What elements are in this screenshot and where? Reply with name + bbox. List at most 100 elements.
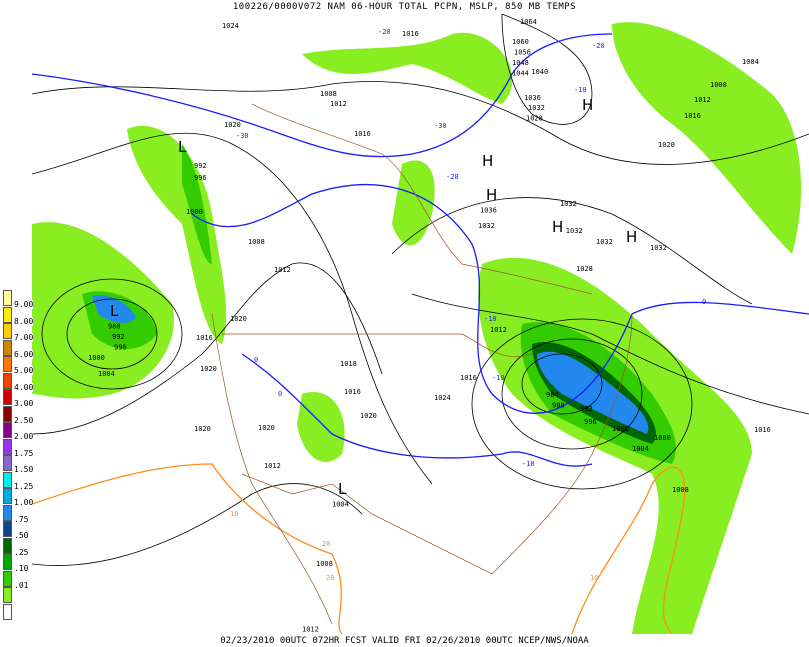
isobar-label: 1004	[332, 501, 349, 509]
legend-label: 3.00	[14, 399, 34, 408]
legend-swatch	[3, 422, 12, 438]
legend-row: 3.00	[3, 389, 43, 408]
temperature-label: -20	[378, 28, 391, 36]
legend-swatch	[3, 570, 12, 587]
isobar-label: 1008	[710, 81, 727, 89]
isobar-label: 1036	[524, 94, 541, 102]
political-borders	[211, 103, 633, 625]
high-pressure-center: H	[486, 186, 497, 204]
isobar	[66, 298, 158, 370]
isobar	[501, 14, 593, 125]
legend-label: .01	[14, 580, 29, 590]
isobar	[521, 353, 603, 415]
isobar-label: 1044	[512, 70, 529, 78]
isobar-label: 1012	[490, 326, 507, 334]
legend-row	[3, 603, 43, 621]
legend-row: .50	[3, 521, 43, 540]
legend-row: 7.00	[3, 323, 43, 342]
isobar-label: 1012	[694, 96, 711, 104]
isobar-label: 984	[546, 391, 559, 399]
isobar-label: 988	[108, 323, 121, 331]
precipitation-shading	[32, 22, 802, 634]
temp-contour-orange	[32, 463, 343, 634]
legend-row: 2.50	[3, 405, 43, 425]
legend-row: 5.00	[3, 356, 43, 375]
legend-label: 2.00	[14, 432, 34, 441]
legend-label: 1.75	[14, 448, 34, 458]
legend-label: .50	[14, 531, 29, 540]
temperature-label: -30	[434, 122, 447, 130]
isobar-label: 1020	[194, 425, 211, 433]
legend-row: .75	[3, 504, 43, 524]
legend-row: .10	[3, 554, 43, 573]
precip-area-bc-core	[182, 144, 212, 264]
isobar-label: 996	[194, 174, 207, 182]
legend-label: .75	[14, 514, 29, 524]
temperature-label: 20	[326, 574, 334, 582]
isobar-label: 996	[584, 418, 597, 426]
legend-row: 1.75	[3, 438, 43, 458]
legend-label: 6.00	[14, 349, 34, 359]
temperature-label: -20	[592, 42, 605, 50]
coastline	[251, 103, 593, 295]
precip-area-east-storm	[478, 257, 752, 634]
isobar-label: 1008	[316, 560, 333, 568]
legend-swatch	[3, 323, 12, 339]
border-us-canada	[222, 333, 533, 358]
legend-label: 7.00	[14, 333, 34, 342]
coastline	[371, 313, 633, 575]
precip-area-bc-coast	[127, 125, 227, 344]
isobar-label: 1016	[754, 426, 771, 434]
isobar-label: 1012	[274, 266, 291, 274]
temp-contour-orange	[571, 466, 686, 634]
isobar-label: 1036	[480, 207, 497, 215]
isobar	[411, 293, 809, 415]
precip-area-southwest	[297, 392, 345, 463]
isobar-label: 992	[580, 405, 593, 413]
legend-label: 9.00	[14, 300, 34, 309]
isobar	[41, 278, 183, 390]
legend-row: 9.00	[3, 290, 43, 309]
isobar-label: 1032	[596, 238, 613, 246]
pressure-labels: 1024 1016 1064 1060 1056 1048 1044 1040 1036 1032…	[88, 18, 771, 634]
temperature-label: -20	[446, 173, 459, 181]
legend-label: .25	[14, 547, 29, 557]
temperature-label: 20	[322, 540, 330, 548]
isobar-label: 1032	[650, 244, 667, 252]
legend-label: 8.00	[14, 316, 34, 326]
isobar-label: 1000	[186, 208, 203, 216]
isobars	[32, 14, 809, 566]
precip-area-hudson	[392, 160, 435, 246]
legend-swatch	[3, 389, 12, 405]
isobar-label: 1012	[302, 626, 319, 634]
temperature-label: -10	[484, 315, 497, 323]
isobar	[471, 318, 693, 490]
temperature-label: 10	[590, 574, 598, 582]
isobar-label: 1032	[560, 200, 577, 208]
precipitation-legend: 9.00 8.00 7.00 6.00 5.00 4.00 3.00 2.50 2.00 1.75…	[3, 290, 43, 620]
legend-row: 2.00	[3, 422, 43, 441]
legend-row: .01	[3, 570, 43, 590]
isobar-label: 1024	[434, 394, 451, 402]
isobar-label: 1028	[576, 265, 593, 273]
legend-swatch	[3, 537, 12, 554]
legend-swatch	[3, 521, 12, 537]
isobar	[32, 132, 433, 485]
map-title: 100226/0000V072 NAM 06-HOUR TOTAL PCPN, …	[232, 2, 577, 12]
isobar-label: 1060	[512, 38, 529, 46]
low-pressure-center: L	[110, 302, 119, 320]
isobar-label: 1000	[612, 425, 629, 433]
temp-850-contours	[32, 33, 809, 634]
border-us-mexico	[241, 473, 373, 515]
isobar-label: 1040	[531, 68, 548, 76]
low-pressure-center: L	[338, 480, 347, 498]
legend-row	[3, 587, 43, 604]
coastline	[211, 313, 333, 625]
precip-area-pacific-heavy	[92, 295, 136, 323]
isobar-label: 1016	[354, 130, 371, 138]
isobar-label: 1004	[742, 58, 759, 66]
isobar	[32, 81, 809, 165]
isobar-label: 1016	[402, 30, 419, 38]
high-pressure-center: H	[626, 228, 637, 246]
